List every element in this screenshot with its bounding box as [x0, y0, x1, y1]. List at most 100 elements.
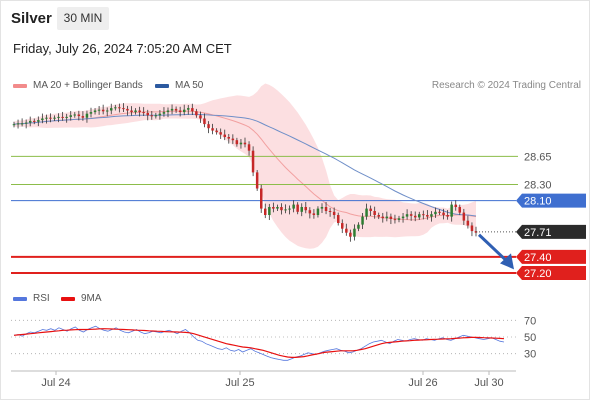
level-tag-3	[516, 249, 586, 264]
candle-body-16	[77, 114, 81, 117]
candle-body-20	[93, 110, 97, 113]
candle-body-59	[251, 150, 255, 173]
candle-body-39	[170, 108, 174, 111]
candle-body-21	[97, 109, 101, 111]
candle-body-73	[308, 210, 312, 214]
timestamp: Friday, July 26, 2024 7:05:20 AM CET	[13, 41, 232, 56]
candle-body-53	[227, 137, 230, 139]
candle-body-54	[231, 138, 235, 141]
candle-body-98	[409, 214, 413, 216]
level-label-3: 27.40	[524, 252, 552, 264]
candle-body-90	[377, 215, 380, 217]
last-price-label: 27.71	[524, 227, 552, 239]
candle-body-44	[191, 108, 194, 112]
candle-body-99	[414, 215, 417, 218]
candle-body-11	[57, 116, 60, 118]
rsi-tick-0: 70	[524, 315, 536, 327]
candle-body-112	[466, 220, 470, 226]
candle-body-48	[207, 124, 210, 129]
rsi-series-9ma	[13, 328, 505, 358]
candle-body-27	[122, 108, 125, 110]
candle-body-81	[341, 223, 344, 229]
candle-body-33	[146, 112, 149, 116]
forecast-arrow-shaft	[477, 233, 508, 262]
candle-body-71	[300, 207, 303, 212]
candle-body-30	[134, 110, 137, 113]
level-label-2: 28.10	[524, 196, 552, 208]
candle-body-51	[219, 132, 222, 135]
candle-body-12	[61, 116, 64, 118]
candle-body-101	[422, 214, 425, 216]
rsi-tick-1: 50	[524, 332, 536, 344]
candle-body-43	[187, 108, 190, 110]
candle-body-113	[470, 225, 474, 232]
candle-body-52	[223, 134, 226, 137]
legend-rsi: RSI	[13, 293, 50, 304]
candle-body-66	[280, 207, 283, 211]
candle-body-109	[454, 204, 457, 207]
bollinger-band	[14, 83, 476, 249]
legend-bb-label: MA 20 + Bollinger Bands	[33, 80, 143, 91]
candle-body-35	[154, 115, 158, 117]
last-price-tag	[516, 224, 586, 239]
candle-body-0	[12, 124, 16, 126]
candle-body-47	[203, 118, 206, 125]
candle-body-3	[24, 122, 28, 124]
candle-body-38	[166, 110, 170, 113]
candle-body-65	[276, 207, 279, 209]
level-label-4: 27.20	[524, 268, 552, 280]
candle-body-34	[150, 115, 153, 117]
legend-9ma-label: 9MA	[81, 293, 102, 304]
candle-body-29	[130, 110, 133, 113]
legend-bb: MA 20 + Bollinger Bands	[13, 80, 143, 91]
candle-body-58	[247, 144, 251, 151]
candle-body-83	[349, 232, 352, 237]
candle-body-84	[353, 228, 356, 237]
candle-body-77	[324, 207, 328, 211]
candle-body-87	[365, 208, 368, 217]
candle-body-49	[211, 128, 214, 131]
candle-body-70	[296, 204, 299, 212]
candle-body-75	[316, 208, 320, 215]
candle-body-50	[215, 130, 218, 133]
candle-body-103	[430, 214, 433, 217]
legend-9ma: 9MA	[61, 293, 102, 304]
legend-ma50: MA 50	[155, 80, 203, 91]
candle-body-97	[405, 214, 409, 217]
candle-body-1	[16, 123, 20, 125]
candle-body-57	[243, 142, 247, 145]
candle-body-80	[337, 215, 340, 223]
candle-body-100	[418, 214, 421, 218]
candle-body-24	[110, 108, 113, 111]
ma9-swatch	[61, 296, 75, 301]
candle-body-93	[389, 216, 393, 219]
candle-body-94	[393, 219, 397, 221]
candle-body-14	[69, 115, 72, 117]
candle-body-9	[49, 117, 52, 119]
candle-body-55	[235, 140, 239, 145]
candle-body-42	[183, 109, 186, 113]
candle-body-4	[29, 120, 32, 123]
level-tag-2	[516, 193, 586, 208]
candle-body-62	[264, 208, 267, 215]
interval-button[interactable]: 30 MIN	[57, 7, 109, 30]
x-tick-label-1: Jul 25	[225, 377, 254, 389]
candle-body-64	[272, 207, 275, 209]
candle-body-15	[73, 114, 76, 116]
candle-body-95	[397, 218, 401, 220]
candle-body-104	[434, 211, 437, 215]
rsi-tick-2: 30	[524, 349, 536, 361]
candle-body-74	[312, 213, 316, 215]
ma50-line	[13, 113, 477, 217]
bb-swatch	[13, 83, 27, 88]
candle-body-18	[85, 113, 89, 118]
instrument-title: Silver	[11, 10, 52, 27]
candle-body-67	[284, 209, 287, 211]
candle-body-17	[81, 116, 85, 118]
candle-body-5	[33, 120, 36, 122]
rsi-swatch	[13, 296, 27, 301]
x-tick-label-2: Jul 26	[408, 377, 437, 389]
candle-body-32	[142, 112, 145, 114]
candle-body-56	[239, 142, 243, 145]
